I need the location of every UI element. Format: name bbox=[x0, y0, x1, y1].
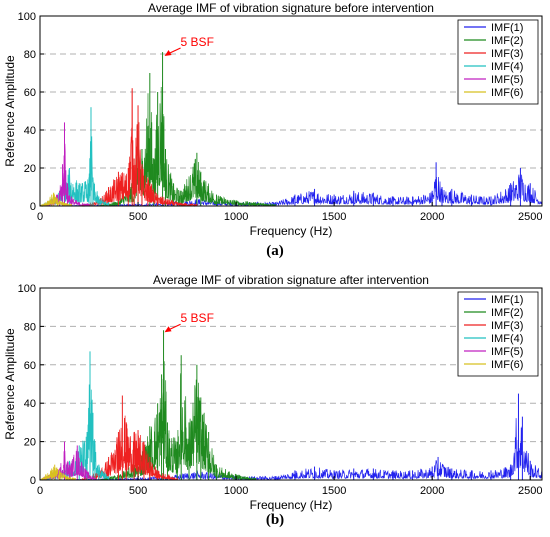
chart-title: Average IMF of vibration signature after… bbox=[153, 273, 429, 287]
x-tick-label: 500 bbox=[129, 485, 147, 497]
chart-title: Average IMF of vibration signature befor… bbox=[148, 1, 434, 15]
x-tick-label: 2500 bbox=[518, 211, 542, 223]
y-tick-label: 40 bbox=[24, 398, 36, 410]
series-line-imf5 bbox=[39, 448, 96, 481]
y-tick-label: 100 bbox=[18, 283, 36, 295]
legend: IMF(1)IMF(2)IMF(3)IMF(4)IMF(5)IMF(6) bbox=[457, 19, 539, 105]
panel-caption-b: (b) bbox=[265, 512, 285, 528]
y-tick-label: 0 bbox=[30, 475, 36, 487]
legend-entry: IMF(1) bbox=[491, 294, 523, 306]
legend-entry: IMF(5) bbox=[491, 74, 523, 86]
x-tick-label: 1000 bbox=[224, 485, 248, 497]
x-tick-label: 1500 bbox=[322, 211, 346, 223]
annotation-arrowhead bbox=[164, 326, 172, 333]
x-tick-label: 1500 bbox=[322, 485, 346, 497]
annotation-label: 5 BSF bbox=[181, 35, 214, 49]
y-axis-label: Reference Amplitude bbox=[3, 328, 17, 440]
legend-box bbox=[457, 19, 539, 105]
annotation-arrowhead bbox=[164, 50, 172, 56]
annotation-label: 5 BSF bbox=[181, 311, 214, 325]
x-tick-label: 0 bbox=[37, 485, 43, 497]
legend-entry: IMF(3) bbox=[491, 48, 523, 60]
plot-frame bbox=[39, 287, 543, 481]
series-line-imf6 bbox=[39, 193, 72, 208]
x-tick-label: 0 bbox=[37, 211, 43, 223]
legend-entry: IMF(4) bbox=[491, 333, 523, 345]
x-tick-label: 1000 bbox=[224, 211, 248, 223]
y-tick-label: 80 bbox=[24, 321, 36, 333]
legend-box bbox=[457, 291, 539, 377]
series-line-imf4 bbox=[39, 136, 109, 207]
x-axis-label: Frequency (Hz) bbox=[250, 498, 333, 512]
y-tick-label: 60 bbox=[24, 87, 36, 99]
legend-entry: IMF(2) bbox=[491, 307, 523, 319]
y-tick-label: 0 bbox=[30, 201, 36, 213]
series-line-imf3 bbox=[79, 415, 178, 481]
y-tick-label: 40 bbox=[24, 125, 36, 137]
legend-entry: IMF(6) bbox=[491, 359, 523, 371]
legend-entry: IMF(5) bbox=[491, 346, 523, 358]
x-tick-label: 500 bbox=[129, 211, 147, 223]
x-tick-label: 2000 bbox=[420, 211, 444, 223]
legend-entry: IMF(3) bbox=[491, 320, 523, 332]
y-tick-label: 100 bbox=[18, 11, 36, 23]
x-tick-label: 2500 bbox=[518, 485, 542, 497]
legend-entry: IMF(2) bbox=[491, 35, 523, 47]
legend: IMF(1)IMF(2)IMF(3)IMF(4)IMF(5)IMF(6) bbox=[457, 291, 539, 377]
panel-caption-a: (a) bbox=[266, 243, 284, 259]
legend-entry: IMF(6) bbox=[491, 87, 523, 99]
x-tick-label: 2000 bbox=[420, 485, 444, 497]
y-tick-label: 20 bbox=[24, 437, 36, 449]
x-axis-label: Frequency (Hz) bbox=[250, 224, 333, 238]
y-tick-label: 20 bbox=[24, 163, 36, 175]
plot-frame bbox=[39, 15, 543, 207]
y-tick-label: 80 bbox=[24, 49, 36, 61]
legend-entry: IMF(1) bbox=[491, 22, 523, 34]
series-line-imf1 bbox=[40, 418, 543, 482]
legend-entry: IMF(4) bbox=[491, 61, 523, 73]
y-tick-label: 60 bbox=[24, 360, 36, 372]
y-axis-label: Reference Amplitude bbox=[3, 55, 17, 167]
